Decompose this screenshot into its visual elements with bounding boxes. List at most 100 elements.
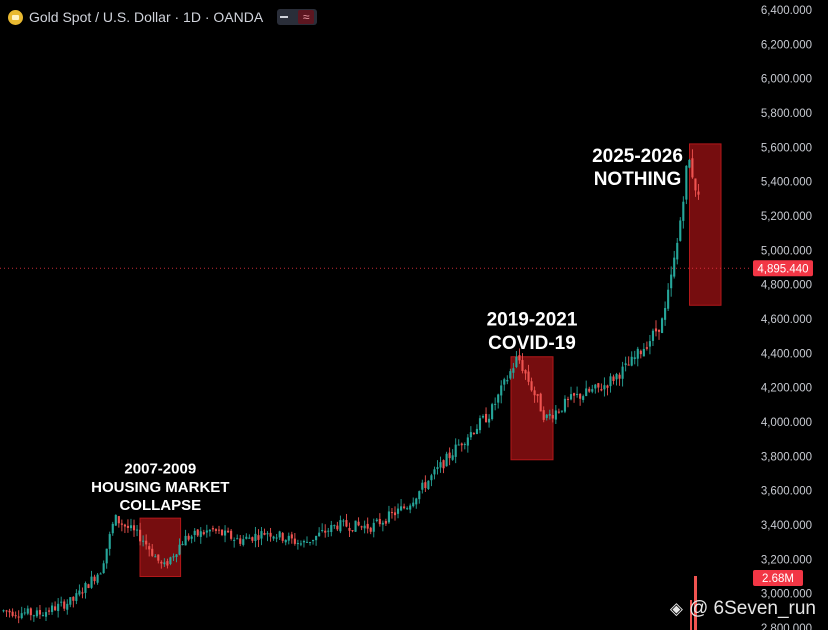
price-tick-label: 4,200.000 [761, 383, 812, 395]
candle-body [588, 388, 591, 392]
candle-body [263, 533, 266, 535]
annotation-boxes [139, 143, 722, 578]
symbol-title[interactable]: Gold Spot / U.S. Dollar · 1D · OANDA [29, 9, 264, 25]
candle-body [333, 525, 336, 527]
candle-body [506, 380, 509, 382]
candle-body [324, 530, 327, 533]
price-tick-label: 4,000.000 [761, 417, 812, 429]
candle-body [47, 610, 51, 612]
binance-square-icon: ◈ [669, 599, 683, 618]
candle-body [175, 554, 178, 557]
candle-body [579, 393, 582, 399]
candle-body [475, 428, 479, 435]
price-tick-label: 6,400.000 [761, 5, 812, 17]
candle-body [35, 610, 38, 617]
current-price-label: 4,895.440 [757, 263, 808, 275]
candle-body [545, 414, 548, 418]
candle-body [597, 383, 600, 388]
candle-body [254, 533, 257, 542]
candle-body [123, 524, 126, 527]
candle-body [75, 593, 78, 601]
volume-bar [690, 600, 692, 630]
candle-body [557, 411, 560, 413]
candle-body [366, 523, 369, 529]
candle-body [603, 385, 606, 390]
price-tick-label: 6,000.000 [761, 74, 812, 86]
volume-area: 2.68M [690, 570, 803, 630]
candle-body [217, 529, 221, 531]
candle-body [120, 523, 123, 525]
candle-body [227, 530, 230, 533]
candle-body [503, 379, 506, 385]
candle-body [621, 366, 624, 379]
watermark: ◈ @ 6Seven_run [670, 598, 816, 620]
candle-body [491, 404, 494, 420]
candle-body [29, 608, 32, 616]
candle-body [627, 364, 630, 366]
candle-body [488, 418, 491, 423]
candle-body [630, 356, 633, 366]
candle-body [357, 521, 360, 526]
candle-body [69, 597, 72, 605]
candle-body [145, 540, 148, 545]
candle-body [327, 530, 330, 532]
candle-body [287, 535, 290, 541]
candle-body [688, 159, 691, 168]
candle-body [457, 444, 460, 446]
candle-body [126, 525, 130, 528]
candle-body [93, 576, 96, 582]
candle-body [38, 610, 41, 615]
candle-body [184, 535, 187, 546]
candle-body [527, 371, 530, 382]
annotation-box [139, 517, 182, 578]
candle-body [430, 475, 433, 481]
candle-body [17, 616, 20, 618]
candle-body [424, 482, 427, 488]
price-tick-label: 5,200.000 [761, 211, 812, 223]
annotation-label: 2007-2009 [124, 461, 196, 478]
candle-body [548, 414, 551, 416]
candle-body [41, 615, 45, 617]
candle-body [639, 350, 642, 355]
candle-body [439, 462, 442, 468]
candle-body [403, 506, 406, 509]
candle-body [494, 403, 497, 405]
candle-body [111, 523, 114, 534]
price-tick-label: 5,400.000 [761, 177, 812, 189]
candle-body [387, 511, 390, 523]
candle-body [26, 608, 29, 614]
candle-body [460, 443, 463, 446]
candle-body [305, 541, 309, 543]
candle-body [685, 165, 688, 200]
candle-body [691, 158, 694, 178]
candle-body [57, 603, 60, 612]
candle-body [339, 520, 342, 532]
candle-body [372, 522, 375, 532]
candle-body [484, 413, 488, 423]
candle-body [436, 467, 439, 470]
candle-body [251, 537, 254, 541]
candle-body [32, 615, 35, 617]
annotation-label: COLLAPSE [119, 497, 201, 514]
annotation-label: 2019-2021 [487, 310, 578, 331]
candle-body [451, 455, 454, 460]
candle-body [135, 529, 139, 531]
indicator-toggle[interactable]: ≈ [277, 9, 318, 25]
candle-body [236, 538, 239, 540]
annotation-label: NOTHING [594, 169, 682, 190]
candle-body [466, 437, 469, 446]
candle-body [478, 418, 482, 431]
candle-body [673, 257, 676, 277]
candle-body [554, 410, 557, 420]
candle-body [193, 530, 196, 535]
candle-body [342, 520, 345, 522]
candle-body [139, 529, 142, 542]
candle-body [569, 394, 573, 400]
chart-header: Gold Spot / U.S. Dollar · 1D · OANDA ≈ [8, 6, 318, 28]
candle-body [190, 536, 193, 539]
volume-tag [753, 570, 803, 586]
candle-body [44, 612, 48, 617]
candle-body [102, 563, 105, 574]
candle-body [248, 537, 251, 539]
